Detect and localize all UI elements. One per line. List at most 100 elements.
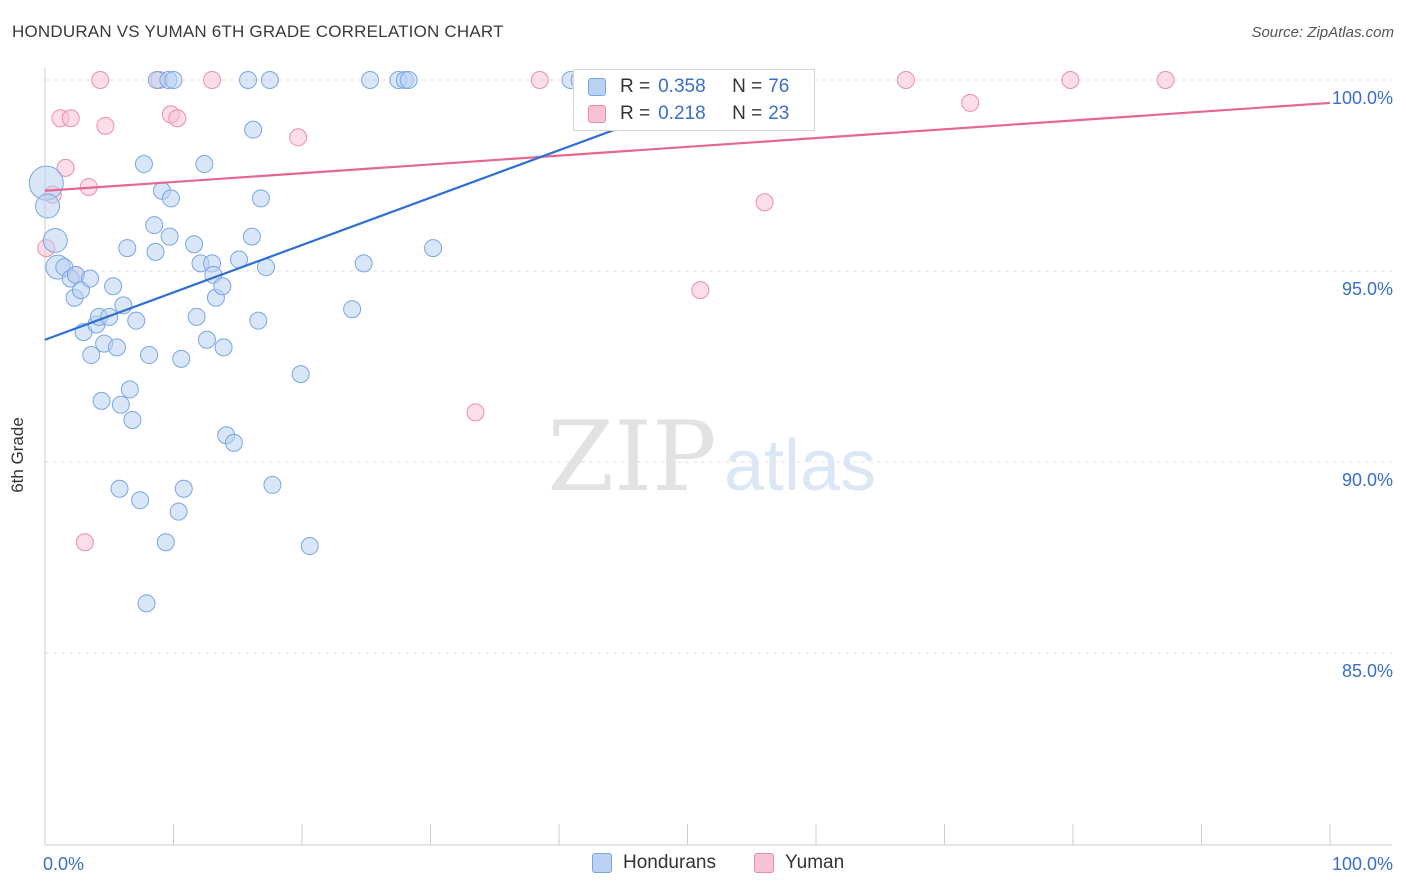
stats-row-yuman: R = 0.218 N = 23 [588, 102, 789, 126]
honduran-point [424, 239, 443, 258]
honduran-point [213, 277, 232, 296]
honduran-point [111, 395, 130, 414]
yuman-point [896, 71, 915, 89]
grid-layer [45, 79, 1392, 654]
legend-label-yuman: Yuman [785, 852, 845, 873]
legend-swatch-hondurans [592, 853, 612, 873]
yuman-point [961, 93, 980, 112]
honduran-point [224, 433, 243, 452]
honduran-point [244, 120, 263, 139]
r-value-yuman: 0.218 [658, 103, 706, 124]
honduran-point [127, 311, 146, 330]
legend-item-yuman[interactable]: Yuman [754, 852, 844, 874]
honduran-point [242, 227, 261, 246]
honduran-point [343, 300, 362, 319]
n-label: N = [732, 76, 763, 97]
yuman-point [203, 71, 222, 89]
honduran-point [300, 537, 319, 556]
honduran-point [260, 71, 279, 89]
honduran-point [160, 227, 179, 246]
honduran-point [107, 338, 126, 357]
chart-title: HONDURAN VS YUMAN 6TH GRADE CORRELATION … [12, 22, 504, 41]
honduran-point [92, 391, 111, 410]
watermark-atlas: atlas [724, 426, 876, 506]
honduran-point [399, 71, 418, 89]
yuman-point [91, 71, 110, 89]
yuman-point [96, 116, 115, 135]
honduran-point [134, 155, 153, 174]
honduran-point [195, 155, 214, 174]
honduran-point [197, 330, 216, 349]
r-value-hondurans: 0.358 [658, 76, 706, 97]
tick-labels: 100.0% 95.0% 90.0% 85.0% 0.0% 100.0% [43, 88, 1393, 874]
honduran-point [123, 410, 142, 429]
honduran-point [42, 227, 68, 253]
honduran-point [131, 491, 150, 510]
honduran-point [146, 242, 165, 261]
honduran-point [120, 380, 139, 399]
yuman-swatch [588, 105, 606, 123]
n-label: N = [732, 103, 763, 124]
x-tick-label: 100.0% [1332, 854, 1393, 874]
honduran-point [80, 269, 99, 288]
y-tick-label: 90.0% [1342, 470, 1393, 490]
yuman-point [56, 158, 75, 177]
honduran-point [263, 475, 282, 494]
trend-lines [44, 101, 1331, 341]
hondurans-trend-line [44, 101, 688, 341]
yuman-point [61, 109, 80, 128]
stats-box: R = 0.358 N = 76 R = 0.218 N = 23 [573, 69, 815, 131]
honduran-point [361, 71, 380, 89]
yuman-point [691, 281, 710, 300]
yuman-point [168, 109, 187, 128]
yuman-point [530, 71, 549, 89]
yuman-point [75, 533, 94, 552]
yuman-point [755, 193, 774, 212]
yuman-point [1156, 71, 1175, 89]
honduran-point [156, 533, 175, 552]
hondurans-swatch [588, 78, 606, 96]
legend-item-hondurans[interactable]: Hondurans [592, 852, 716, 874]
n-value-hondurans: 76 [768, 76, 790, 97]
source-label: Source: ZipAtlas.com [1251, 24, 1394, 41]
watermark-zip: ZIP [547, 401, 716, 513]
honduran-point [137, 594, 156, 613]
honduran-point [104, 277, 123, 296]
honduran-point [239, 71, 258, 89]
y-tick-label: 100.0% [1332, 88, 1393, 108]
honduran-point [145, 216, 164, 235]
honduran-point [187, 307, 206, 326]
honduran-point [110, 479, 129, 498]
honduran-point [164, 71, 183, 89]
y-axis-label: 6th Grade [8, 417, 27, 493]
legend-swatch-yuman [754, 853, 774, 873]
r-label: R = [620, 103, 651, 124]
honduran-point [169, 502, 188, 521]
stats-row-hondurans: R = 0.358 N = 76 [588, 75, 789, 99]
honduran-point [214, 338, 233, 357]
honduran-point [291, 365, 310, 384]
honduran-point [35, 193, 61, 219]
honduran-point [82, 346, 101, 365]
honduran-point [174, 479, 193, 498]
yuman-point [289, 128, 308, 147]
hondurans-points [28, 71, 703, 613]
honduran-point [354, 254, 373, 273]
y-tick-label: 95.0% [1342, 279, 1393, 299]
legend-label-hondurans: Hondurans [623, 852, 716, 873]
yuman-point [1061, 71, 1080, 89]
x-tick-label: 0.0% [43, 854, 84, 874]
legend: Hondurans Yuman [0, 852, 1406, 878]
axis-layer [44, 68, 1392, 846]
honduran-point [251, 189, 270, 208]
r-label: R = [620, 76, 651, 97]
honduran-point [161, 189, 180, 208]
yuman-point [466, 403, 485, 422]
honduran-point [249, 311, 268, 330]
y-tick-label: 85.0% [1342, 661, 1393, 681]
yuman-trend-line [44, 101, 1331, 192]
honduran-point [185, 235, 204, 254]
honduran-point [172, 349, 191, 368]
honduran-point [118, 239, 137, 258]
